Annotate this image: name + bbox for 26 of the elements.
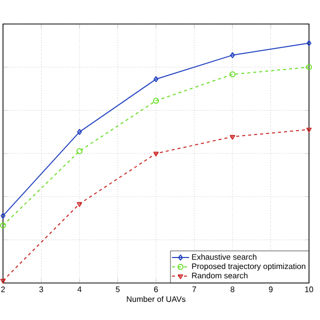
x-tick-label: 3 — [39, 286, 44, 292]
point — [154, 76, 158, 82]
x-tick-label: 8 — [230, 286, 234, 292]
point — [230, 52, 235, 58]
legend-label: Proposed trajectory optimization — [192, 263, 306, 271]
point — [230, 134, 236, 140]
point — [306, 128, 312, 133]
point — [0, 278, 6, 284]
point — [153, 152, 159, 156]
x-tick-label: 5 — [116, 286, 120, 292]
point — [153, 98, 159, 104]
x-tick-label: 2 — [1, 286, 5, 292]
x-tick-label: 9 — [268, 286, 273, 292]
point — [77, 128, 82, 135]
x-tick-label: 7 — [192, 286, 196, 292]
x-tick-label: 6 — [154, 286, 158, 292]
x-axis-title: Number of UAVs — [126, 296, 186, 302]
point — [306, 64, 312, 70]
x-tick-label: 10 — [305, 286, 314, 292]
legend-label: Exhaustive search — [192, 254, 256, 260]
point — [0, 222, 6, 228]
point — [76, 148, 82, 154]
point — [76, 202, 82, 207]
legend-label: Random search — [192, 272, 248, 278]
point — [230, 71, 236, 78]
x-tick-label: 4 — [77, 286, 82, 292]
